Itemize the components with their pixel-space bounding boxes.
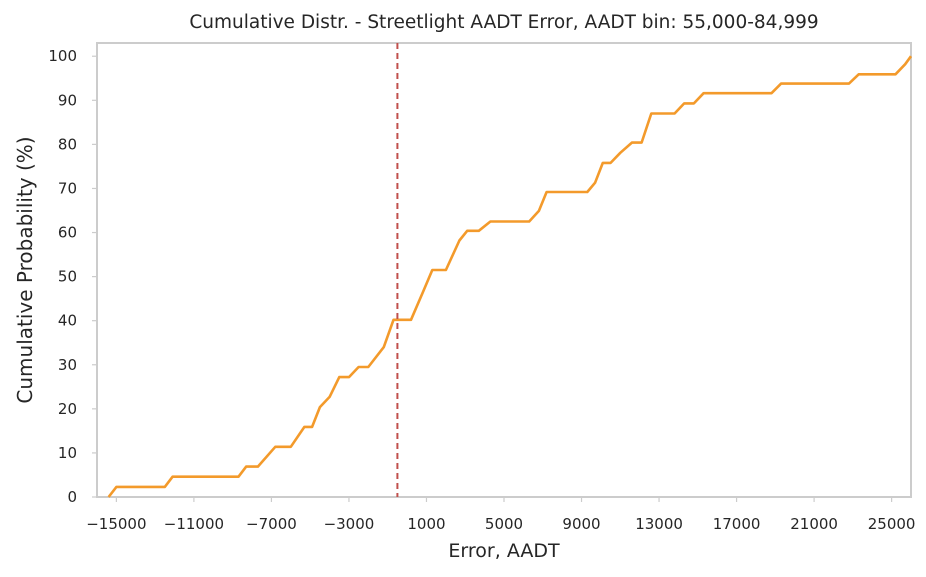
x-tick-label: −7000 [246, 515, 297, 533]
y-tick-label: 70 [58, 179, 77, 197]
x-tick-label: 25000 [868, 515, 916, 533]
y-tick-label: 30 [58, 356, 77, 374]
y-tick-label: 10 [58, 444, 77, 462]
plot-frame [96, 42, 912, 498]
y-tick-label: 0 [67, 488, 77, 506]
y-tick-label: 20 [58, 400, 77, 418]
x-axis-label: Error, AADT [448, 540, 560, 562]
y-tick-label: 60 [58, 224, 77, 242]
x-tick-label: 17000 [713, 515, 761, 533]
x-tick-label: 9000 [562, 515, 600, 533]
x-tick-label: 21000 [790, 515, 838, 533]
x-tick-label: 13000 [635, 515, 683, 533]
chart-title: Cumulative Distr. - Streetlight AADT Err… [189, 12, 819, 33]
x-tick-label: −15000 [86, 515, 146, 533]
y-tick-label: 100 [48, 47, 77, 65]
x-tick-label: 5000 [485, 515, 523, 533]
x-tick-label: −11000 [164, 515, 224, 533]
x-tick-label: −3000 [324, 515, 375, 533]
y-tick-label: 50 [58, 268, 77, 286]
x-tick-label: 1000 [407, 515, 445, 533]
cdf-line [107, 55, 913, 498]
y-tick-label: 90 [58, 91, 77, 109]
y-tick-label: 40 [58, 312, 77, 330]
y-tick-label: 80 [58, 135, 77, 153]
